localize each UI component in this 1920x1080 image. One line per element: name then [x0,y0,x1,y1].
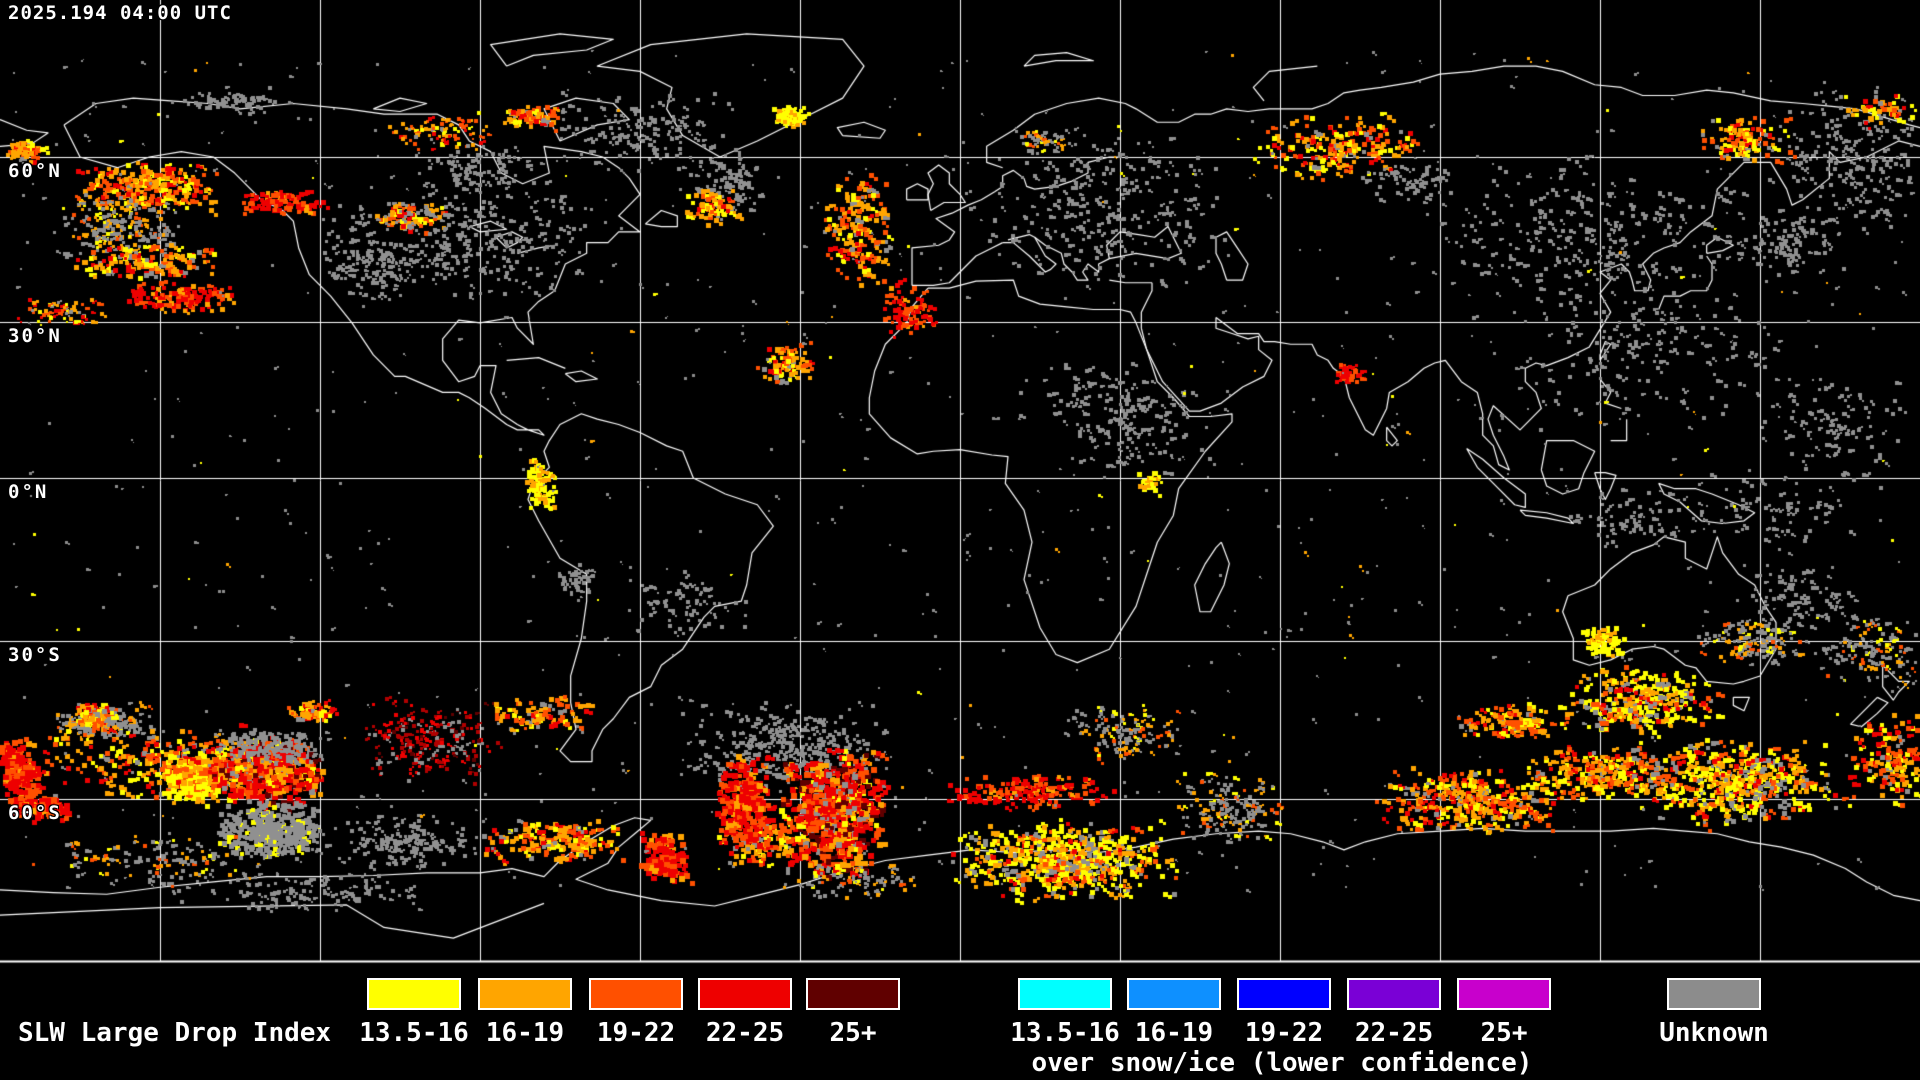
legend-range-label: 22-25 [705,1018,785,1048]
legend-range-label: 13.5-16 [1010,1018,1120,1048]
legend-title: SLW Large Drop Index [18,1018,332,1048]
legend-swatch-snow [1457,978,1551,1010]
legend-swatch-snow [1018,978,1112,1010]
legend-snow-caption: over snow/ice (lower confidence) [1031,1048,1533,1078]
legend-swatch-snow [1347,978,1441,1010]
legend-range-label: Unknown [1659,1018,1769,1048]
latitude-label: 0°N [8,481,49,503]
legend-swatch-snow [1237,978,1331,1010]
legend-swatch-liquid [478,978,572,1010]
legend-range-label: 25+ [829,1018,877,1048]
legend-range-label: 19-22 [596,1018,676,1048]
legend-swatch-unknown [1667,978,1761,1010]
legend-swatch-snow [1127,978,1221,1010]
latitude-label: 30°N [8,325,62,347]
latitude-label: 30°S [8,644,62,666]
legend-range-label: 22-25 [1354,1018,1434,1048]
latitude-label: 60°N [8,160,62,182]
legend-range-label: 25+ [1480,1018,1528,1048]
legend-swatch-liquid [698,978,792,1010]
legend-range-label: 13.5-16 [359,1018,469,1048]
timestamp: 2025.194 04:00 UTC [8,2,232,24]
legend-swatch-liquid [367,978,461,1010]
legend-swatch-liquid [589,978,683,1010]
legend-swatch-liquid [806,978,900,1010]
latitude-label: 60°S [8,802,62,824]
legend-range-label: 16-19 [1134,1018,1214,1048]
legend-range-label: 19-22 [1244,1018,1324,1048]
legend-range-label: 16-19 [485,1018,565,1048]
